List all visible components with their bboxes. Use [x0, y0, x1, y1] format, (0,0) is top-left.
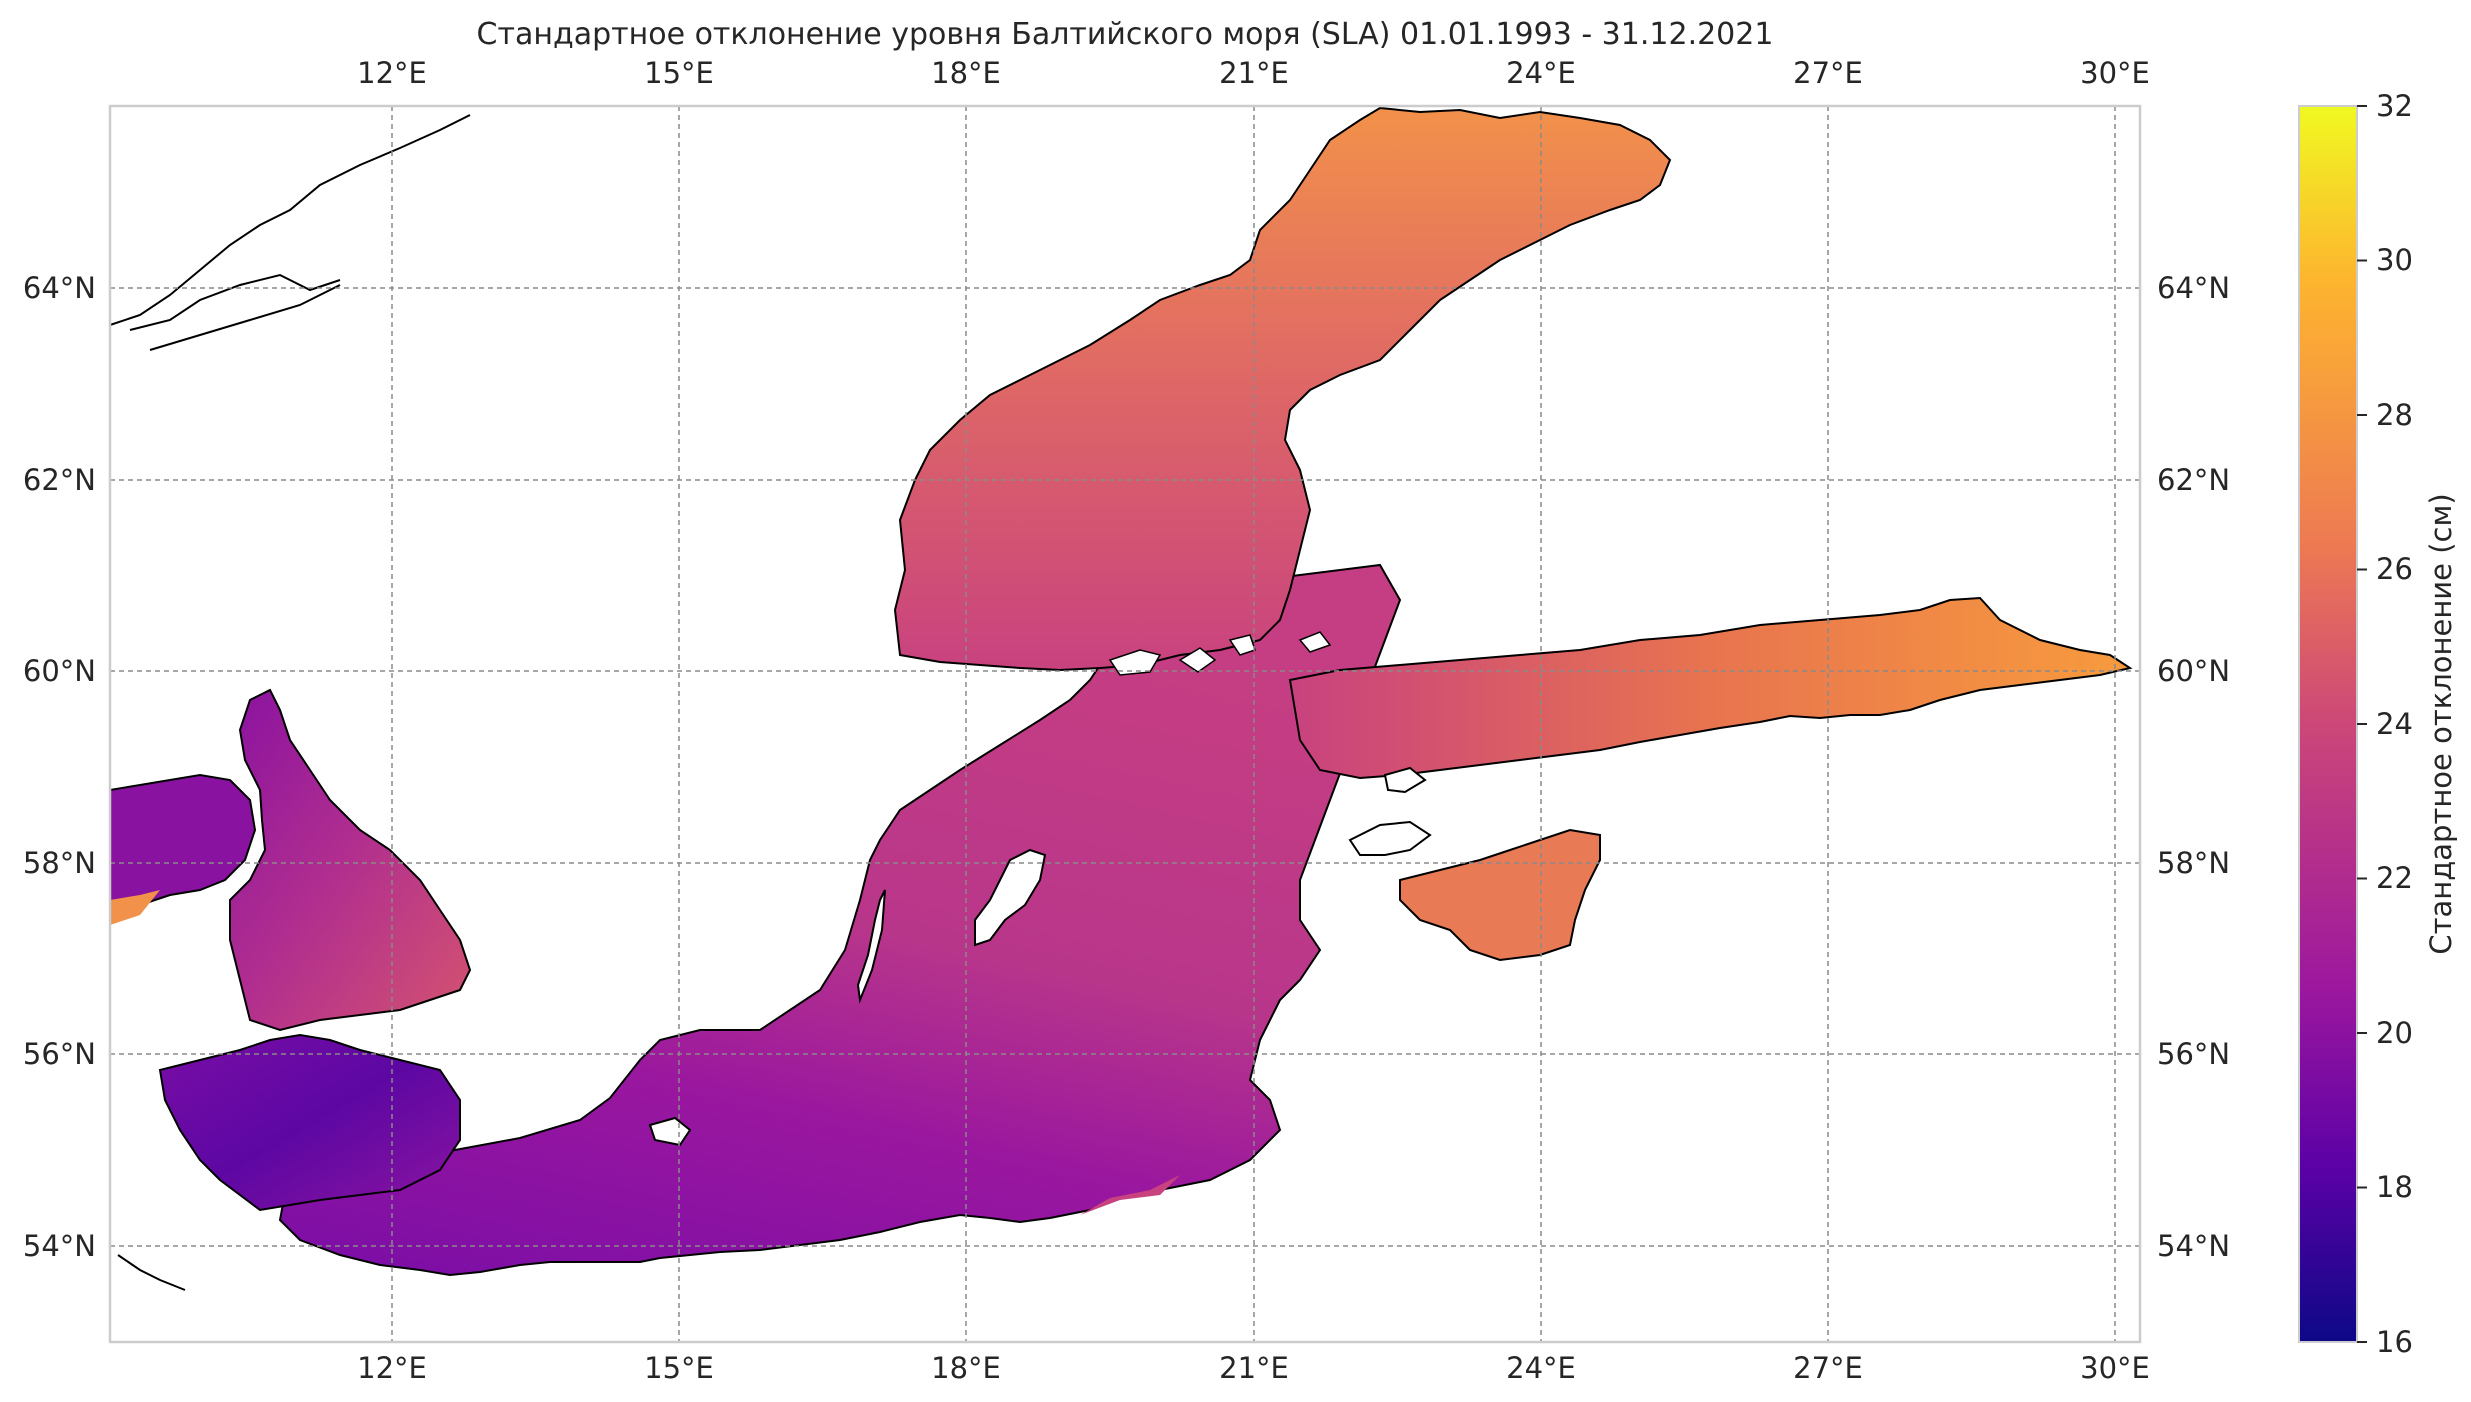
graticule: [110, 106, 2140, 1342]
colorbar-tick-label: 30: [2376, 243, 2413, 277]
colorbar-tick-label: 28: [2376, 398, 2413, 432]
lat-tick-label-right: 60°N: [2157, 654, 2230, 688]
colorbar-ticks: [2357, 105, 2367, 1343]
lat-tick-label-right: 64°N: [2157, 271, 2230, 305]
colorbar-tick-label: 20: [2376, 1016, 2413, 1050]
lat-tick-label-left: 64°N: [23, 271, 96, 305]
top-lon-labels: 12°E 15°E 18°E 21°E 24°E 27°E 30°E: [357, 56, 2150, 90]
colorbar: 16 18 20 22 24 26 28 30 32 Стандартное о…: [2298, 89, 2458, 1359]
lon-tick-label-top: 12°E: [357, 56, 427, 90]
map-frame: [108, 104, 2142, 1344]
bottom-lon-labels: 12°E 15°E 18°E 21°E 24°E 27°E 30°E: [357, 1351, 2150, 1385]
lat-tick-label-left: 62°N: [23, 463, 96, 497]
norway-fjord-coast: [109, 114, 471, 351]
lon-tick-label-top: 15°E: [644, 56, 714, 90]
lon-tick-label-top: 18°E: [931, 56, 1001, 90]
lon-tick-label-bottom: 24°E: [1506, 1351, 1576, 1385]
lon-tick-label-top: 24°E: [1506, 56, 1576, 90]
lon-tick-label-bottom: 27°E: [1793, 1351, 1863, 1385]
colorbar-tick-label: 22: [2376, 861, 2413, 895]
lon-tick-label-bottom: 21°E: [1219, 1351, 1289, 1385]
lat-tick-label-right: 58°N: [2157, 846, 2230, 880]
lon-tick-label-bottom: 15°E: [644, 1351, 714, 1385]
lon-tick-label-top: 27°E: [1793, 56, 1863, 90]
lon-tick-label-bottom: 18°E: [931, 1351, 1001, 1385]
lat-tick-label-right: 54°N: [2157, 1229, 2230, 1263]
gulf-of-finland: [1288, 596, 2133, 780]
lon-tick-label-top: 21°E: [1219, 56, 1289, 90]
map-title: Стандартное отклонение уровня Балтийског…: [477, 17, 1774, 52]
lon-tick-label-bottom: 30°E: [2080, 1351, 2150, 1385]
lat-tick-label-left: 56°N: [23, 1037, 96, 1071]
skagerrak-warm-edge: [110, 890, 160, 925]
kattegat: [229, 688, 472, 1032]
colorbar-tick-label: 24: [2376, 707, 2413, 741]
lat-tick-label-left: 58°N: [23, 846, 96, 880]
colorbar-tick-label: 32: [2376, 89, 2413, 123]
gotland-island: [974, 848, 1047, 947]
lon-tick-label-top: 30°E: [2080, 56, 2150, 90]
lon-tick-label-bottom: 12°E: [357, 1351, 427, 1385]
saaremaa-island: [1348, 820, 1432, 856]
bothnian-sea: [893, 106, 1672, 672]
right-lat-labels: 54°N 56°N 58°N 60°N 62°N 64°N: [2157, 271, 2230, 1263]
sea-field: [110, 106, 2133, 1277]
colorbar-tick-label: 18: [2376, 1170, 2413, 1204]
colorbar-gradient: [2298, 105, 2358, 1343]
lat-tick-label-right: 62°N: [2157, 463, 2230, 497]
colorbar-label: Стандартное отклонение (см): [2424, 493, 2458, 954]
colorbar-tick-label: 26: [2376, 552, 2413, 586]
lat-tick-label-left: 60°N: [23, 654, 96, 688]
scania-coast: [117, 1254, 186, 1291]
vistula-lagoon: [1080, 1175, 1180, 1215]
baltic-proper-sea: [278, 563, 1402, 1277]
oland-island: [856, 889, 886, 1004]
bornholm-island: [648, 1116, 692, 1147]
colorbar-tick-label: 16: [2376, 1325, 2413, 1359]
danish-straits: [158, 1033, 461, 1212]
left-lat-labels: 54°N 56°N 58°N 60°N 62°N 64°N: [23, 271, 96, 1263]
lat-tick-label-left: 54°N: [23, 1229, 96, 1263]
lat-tick-label-right: 56°N: [2157, 1037, 2230, 1071]
hiiumaa-island: [1383, 766, 1427, 794]
